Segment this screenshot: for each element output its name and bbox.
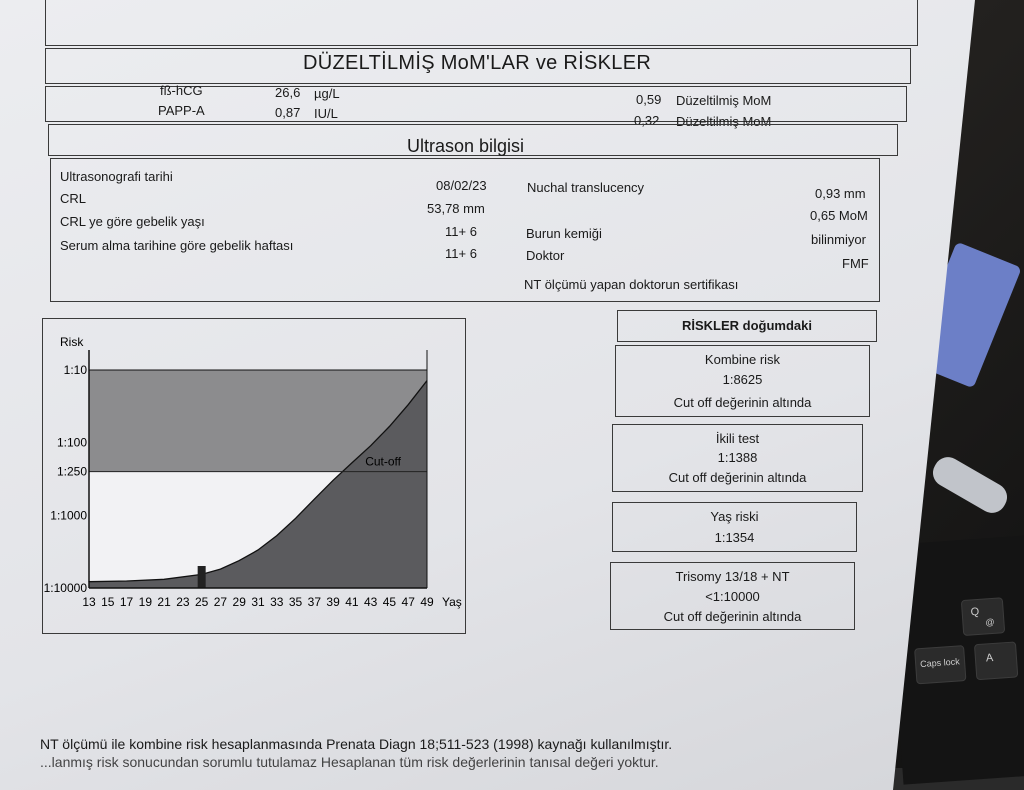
risk-card-note: Cut off değerinin altında [673,395,812,410]
us-value-doctor: FMF [842,256,869,271]
marker-mom-label: Düzeltilmiş MoM [676,114,772,129]
y-axis-label: Risk [60,335,84,349]
cutoff-label: Cut-off [365,455,401,469]
risks-header: RİSKLER doğumdaki [681,318,812,333]
us-cert: NT ölçümü yapan doktorun sertifikası [524,277,739,292]
markers-box [45,86,907,122]
us-value-crl: 53,78 mm [427,201,485,216]
y-tick-label: 1:100 [57,436,87,450]
risk-card-value: 1:1354 [714,530,755,545]
x-tick-label: 15 [101,595,115,609]
x-tick-label: 47 [402,595,416,609]
risk-card: Kombine risk 1:8625 Cut off değerinin al… [615,345,870,417]
risk-card-value: <1:10000 [705,589,760,604]
x-tick-label: 25 [195,595,209,609]
us-label-date: Ultrasonografi tarihi [60,169,173,184]
ultrasound-title-box [48,124,898,156]
report-title: DÜZELTİLMİŞ MoM'LAR ve RİSKLER [303,52,652,74]
key-caps-lock: Caps lock [914,645,967,685]
x-tick-label: 21 [157,595,171,609]
top-section-box [45,0,918,46]
risk-chart-box [42,318,466,634]
x-tick-label: 37 [308,595,322,609]
ultrasound-title: Ultrason bilgisi [407,136,525,156]
us-label-serum-week: Serum alma tarihine göre gebelik haftası [60,238,294,253]
risk-card-title: Trisomy 13/18 + NT [675,569,790,584]
x-axis-label: Yaş [442,595,462,609]
risk-card-note: Cut off değerinin altında [668,470,807,485]
y-tick-label: 1:250 [57,465,87,479]
marker-unit: IU/L [314,106,338,121]
x-tick-label: 31 [251,595,265,609]
marker-unit: µg/L [314,86,340,101]
us-value-crl-age: 11+ 6 [445,224,477,239]
key-q: Q @ [960,597,1006,637]
us-value-serum-week: 11+ 6 [445,246,477,261]
patient-age-marker [197,566,206,588]
risk-card-value: 1:8625 [722,372,763,387]
x-tick-label: 43 [364,595,378,609]
x-tick-label: 23 [176,595,190,609]
risk-area [89,380,427,588]
risk-card-value: 1:1388 [717,450,758,465]
risk-card-title: İkili test [715,431,760,446]
risk-card-title: Kombine risk [704,352,781,367]
us-label-crl-age: CRL ye göre gebelik yaşı [60,214,205,229]
marker-name: fß-hCG [160,83,203,98]
risk-card-title: Yaş riski [710,509,759,524]
x-tick-label: 19 [139,595,153,609]
x-tick-label: 41 [345,595,359,609]
risk-curve [88,380,428,583]
x-tick-label: 13 [82,595,96,609]
key-a: A [973,641,1019,681]
us-label-nt: Nuchal translucency [527,180,645,195]
y-tick-label: 1:10 [64,363,88,377]
risk-card: İkili test 1:1388 Cut off değerinin altı… [612,424,863,492]
marker-name: PAPP-A [158,103,205,118]
ultrasound-info-box [50,158,880,302]
marker-mom: 0,59 [636,92,662,107]
us-label-doctor: Doktor [526,248,565,263]
us-value-nt: 0,93 mm [815,186,866,201]
marker-mom-label: Düzeltilmiş MoM [676,93,772,108]
title-box [45,48,911,84]
marker-value: 26,6 [275,85,301,100]
footer-disclaimer: ...lanmış risk sonucundan sorumlu tutula… [40,754,659,770]
x-tick-label: 29 [233,595,247,609]
us-value-date: 08/02/23 [436,178,487,193]
y-tick-label: 1:1000 [50,508,87,522]
risk-card: Yaş riski 1:1354 [612,502,857,552]
us-label-nasal-bone: Burun kemiği [526,226,602,241]
x-tick-label: 39 [326,595,340,609]
risk-card-note: Cut off değerinin altında [663,609,802,624]
report-paper: DÜZELTİLMİŞ MoM'LAR ve RİSKLER fß-hCG 26… [0,0,975,790]
x-tick-label: 33 [270,595,284,609]
x-tick-label: 49 [420,595,434,609]
risk-card: Trisomy 13/18 + NT <1:10000 Cut off değe… [610,562,855,630]
us-label-crl: CRL [60,191,87,206]
x-tick-label: 35 [289,595,303,609]
x-tick-label: 17 [120,595,134,609]
risks-header-box: RİSKLER doğumdaki [617,310,877,342]
us-value-nt-mom: 0,65 MoM [810,208,868,223]
x-tick-label: 27 [214,595,228,609]
us-value-nasal-bone: bilinmiyor [811,232,866,247]
x-tick-label: 45 [383,595,397,609]
footer-reference: NT ölçümü ile kombine risk hesaplanmasın… [40,736,673,752]
marker-value: 0,87 [275,105,301,120]
y-tick-label: 1:10000 [44,581,88,595]
